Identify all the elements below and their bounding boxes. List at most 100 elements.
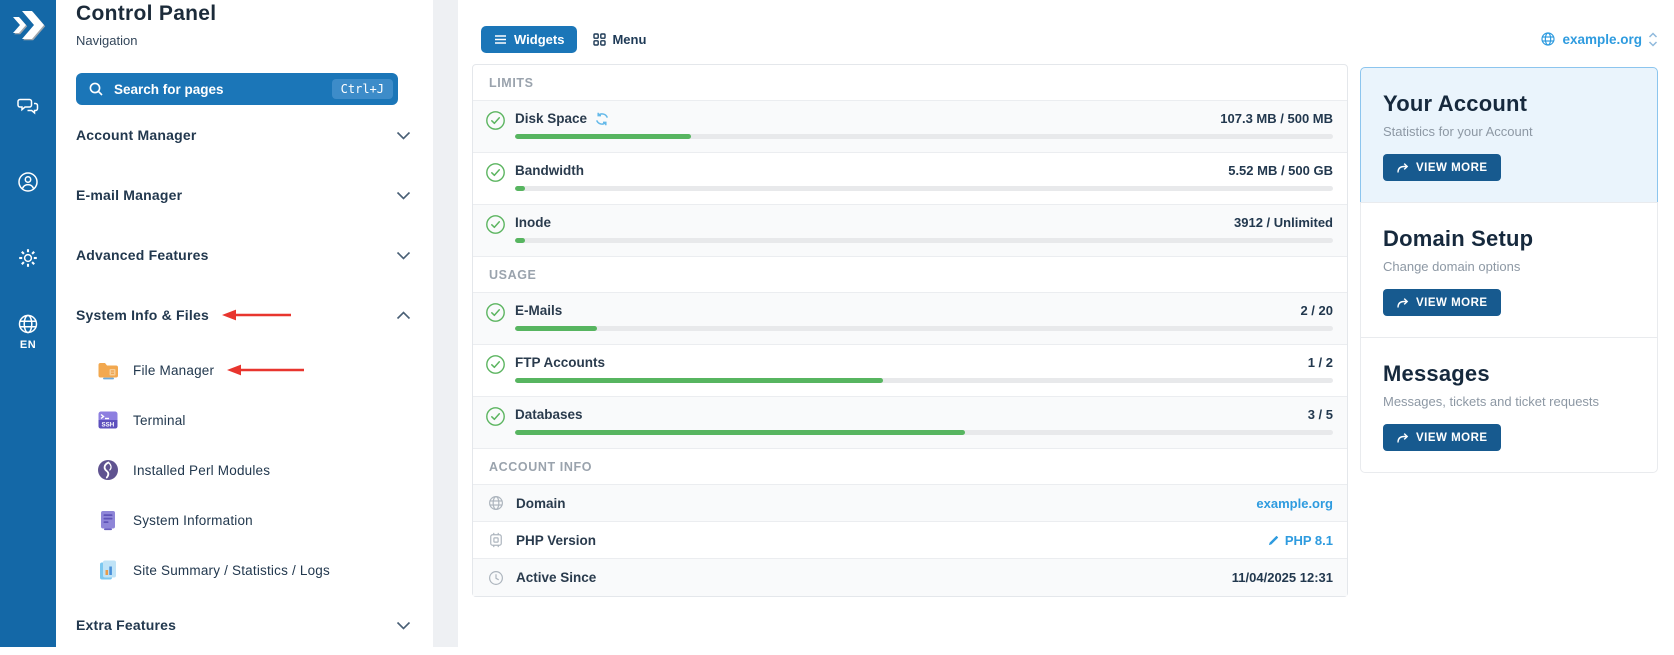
globe-icon bbox=[489, 496, 503, 510]
stats-chart-icon bbox=[100, 560, 116, 580]
check-circle-icon bbox=[486, 407, 505, 426]
page-subtitle: Navigation bbox=[76, 33, 138, 48]
info-row-domain: Domain example.org bbox=[473, 485, 1347, 522]
section-header-usage: USAGE bbox=[473, 257, 1347, 293]
card-your-account: Your Account Statistics for your Account… bbox=[1360, 67, 1658, 203]
usage-value: 1 / 2 bbox=[1307, 355, 1333, 370]
section-header-account-info: ACCOUNT INFO bbox=[473, 449, 1347, 485]
redirect-arrow-icon bbox=[1397, 297, 1409, 308]
sidebar-item-extra-features[interactable]: Extra Features bbox=[76, 595, 411, 655]
usage-value: 2 / 20 bbox=[1300, 303, 1333, 318]
card-subtitle: Statistics for your Account bbox=[1383, 124, 1533, 139]
progress-bar bbox=[515, 430, 1333, 435]
shortcut-cards: Your Account Statistics for your Account… bbox=[1360, 67, 1658, 473]
pencil-icon bbox=[1268, 535, 1278, 545]
keyboard-shortcut-badge: Ctrl+J bbox=[331, 79, 393, 99]
ssh-terminal-icon: SSH bbox=[98, 411, 118, 429]
up-down-chevrons-icon bbox=[1648, 31, 1658, 47]
redirect-arrow-icon bbox=[1397, 162, 1409, 173]
selected-domain: example.org bbox=[1562, 31, 1642, 47]
page-title: Control Panel bbox=[76, 2, 217, 25]
sidebar-item-site-summary-statistics-logs[interactable]: Site Summary / Statistics / Logs bbox=[76, 545, 411, 595]
check-circle-icon bbox=[486, 303, 505, 322]
view-more-button[interactable]: VIEW MORE bbox=[1383, 424, 1501, 451]
navigation-panel: Control Panel Navigation Search for page… bbox=[56, 0, 433, 647]
progress-bar bbox=[515, 134, 1333, 139]
account-icon[interactable] bbox=[16, 170, 40, 194]
card-messages: Messages Messages, tickets and ticket re… bbox=[1360, 337, 1658, 473]
chevron-down-icon bbox=[396, 191, 411, 200]
brand-logo-icon[interactable] bbox=[9, 7, 47, 50]
check-circle-icon bbox=[486, 215, 505, 234]
progress-bar bbox=[515, 186, 1333, 191]
card-title: Messages bbox=[1383, 361, 1490, 386]
grid-icon bbox=[593, 33, 607, 46]
list-lines-icon bbox=[495, 35, 506, 44]
card-subtitle: Messages, tickets and ticket requests bbox=[1383, 394, 1600, 409]
limit-row-bandwidth: Bandwidth 5.52 MB / 500 GB bbox=[473, 153, 1347, 205]
progress-bar bbox=[515, 326, 1333, 331]
redirect-arrow-icon bbox=[1397, 432, 1409, 443]
chevron-down-icon bbox=[396, 251, 411, 260]
php-version-edit-link[interactable]: PHP 8.1 bbox=[1268, 533, 1333, 548]
progress-bar bbox=[515, 238, 1333, 243]
info-row-php-version: PHP Version PHP 8.1 bbox=[473, 522, 1347, 559]
limit-value: 107.3 MB / 500 MB bbox=[1220, 111, 1333, 126]
tab-widgets[interactable]: Widgets bbox=[481, 26, 578, 53]
card-subtitle: Change domain options bbox=[1383, 259, 1521, 274]
section-header-limits: LIMITS bbox=[473, 65, 1347, 101]
search-icon bbox=[89, 82, 103, 96]
annotation-arrow-icon bbox=[221, 309, 291, 321]
language-globe-icon[interactable] bbox=[16, 312, 40, 336]
annotation-arrow-icon bbox=[227, 364, 305, 376]
check-circle-icon bbox=[486, 355, 505, 374]
limit-row-inode: Inode 3912 / Unlimited bbox=[473, 205, 1347, 257]
main-content: Widgets Menu example.org LIMITS bbox=[458, 0, 1674, 647]
tab-menu[interactable]: Menu bbox=[593, 32, 646, 47]
chip-icon bbox=[490, 532, 502, 548]
sidebar-item-email-manager[interactable]: E-mail Manager bbox=[76, 165, 411, 225]
sidebar-item-advanced-features[interactable]: Advanced Features bbox=[76, 225, 411, 285]
active-since-value: 11/04/2025 12:31 bbox=[1231, 570, 1333, 585]
sidebar-item-terminal[interactable]: SSH Terminal bbox=[76, 395, 411, 445]
progress-bar bbox=[515, 378, 1333, 383]
limit-value: 3912 / Unlimited bbox=[1234, 215, 1333, 230]
chat-icon[interactable] bbox=[16, 94, 40, 118]
card-title: Your Account bbox=[1383, 91, 1528, 116]
settings-gear-icon[interactable] bbox=[16, 246, 40, 270]
usage-value: 3 / 5 bbox=[1307, 407, 1333, 422]
widgets-panel: LIMITS Disk Space 107.3 MB / 500 MB bbox=[472, 64, 1348, 597]
folder-icon bbox=[98, 363, 118, 380]
limit-value: 5.52 MB / 500 GB bbox=[1228, 163, 1333, 178]
refresh-icon[interactable] bbox=[595, 112, 609, 126]
perl-onion-icon bbox=[98, 460, 118, 480]
sidebar-item-account-manager[interactable]: Account Manager bbox=[76, 105, 411, 165]
clock-icon bbox=[489, 570, 503, 585]
search-placeholder: Search for pages bbox=[114, 81, 224, 97]
info-row-active-since: Active Since 11/04/2025 12:31 bbox=[473, 559, 1347, 596]
language-code-label[interactable]: EN bbox=[19, 339, 37, 351]
usage-row-ftp-accounts: FTP Accounts 1 / 2 bbox=[473, 345, 1347, 397]
check-circle-icon bbox=[486, 111, 505, 130]
system-device-icon bbox=[101, 511, 115, 531]
sidebar-item-system-information[interactable]: System Information bbox=[76, 495, 411, 545]
sidebar-item-file-manager[interactable]: File Manager bbox=[76, 345, 411, 395]
globe-icon bbox=[1541, 32, 1556, 46]
view-more-button[interactable]: VIEW MORE bbox=[1383, 154, 1501, 181]
check-circle-icon bbox=[486, 163, 505, 182]
chevron-down-icon bbox=[396, 621, 411, 630]
usage-row-databases: Databases 3 / 5 bbox=[473, 397, 1347, 449]
limit-row-disk-space: Disk Space 107.3 MB / 500 MB bbox=[473, 101, 1347, 153]
usage-row-emails: E-Mails 2 / 20 bbox=[473, 293, 1347, 345]
domain-link[interactable]: example.org bbox=[1256, 495, 1333, 511]
view-more-button[interactable]: VIEW MORE bbox=[1383, 289, 1501, 316]
view-tabbar: Widgets Menu bbox=[481, 26, 646, 53]
domain-selector[interactable]: example.org bbox=[1540, 31, 1658, 47]
nav-scrollbar-track bbox=[433, 0, 458, 647]
chevron-down-icon bbox=[396, 131, 411, 140]
card-title: Domain Setup bbox=[1383, 226, 1534, 251]
search-input[interactable]: Search for pages Ctrl+J bbox=[76, 73, 398, 105]
app-rail: EN bbox=[0, 0, 56, 647]
sidebar-item-installed-perl-modules[interactable]: Installed Perl Modules bbox=[76, 445, 411, 495]
sidebar-item-system-info-files[interactable]: System Info & Files bbox=[76, 285, 411, 345]
